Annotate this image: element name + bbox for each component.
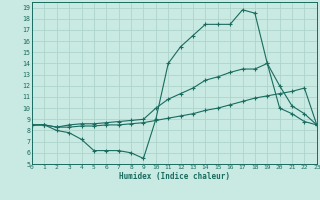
X-axis label: Humidex (Indice chaleur): Humidex (Indice chaleur) bbox=[119, 172, 230, 181]
